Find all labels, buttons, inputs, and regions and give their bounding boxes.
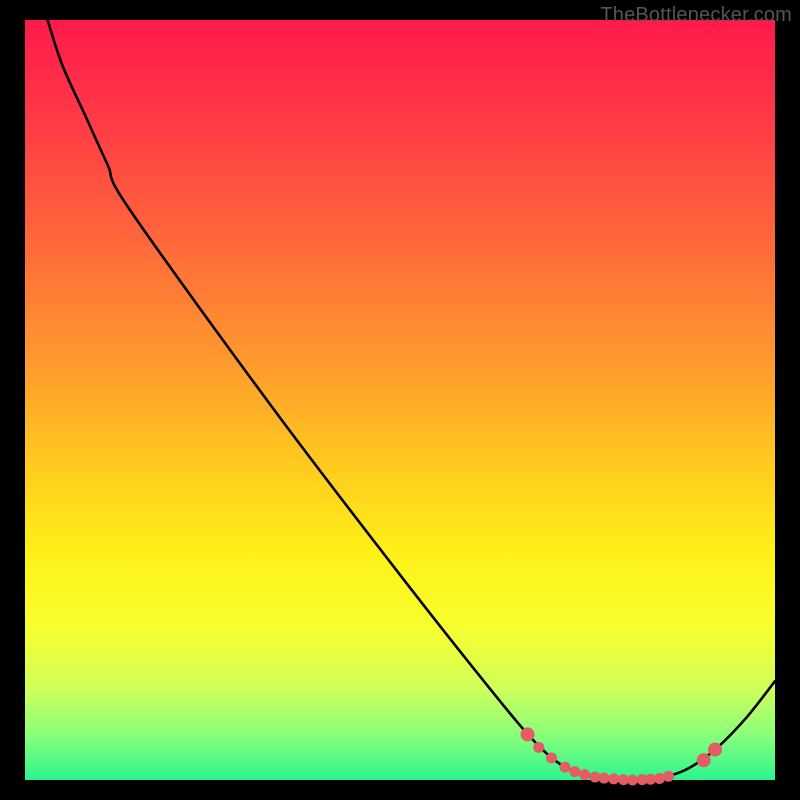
- marker-point: [534, 742, 544, 752]
- marker-point: [547, 753, 557, 763]
- marker-point: [697, 754, 710, 767]
- marker-point: [709, 743, 722, 756]
- watermark-text: TheBottlenecker.com: [600, 4, 792, 27]
- marker-point: [570, 767, 580, 777]
- marker-point: [628, 775, 638, 785]
- marker-point: [655, 773, 665, 783]
- gradient-background: [25, 20, 775, 780]
- chart-svg: [0, 0, 800, 800]
- marker-point: [664, 771, 674, 781]
- marker-point: [599, 773, 609, 783]
- marker-point: [560, 762, 570, 772]
- marker-point: [580, 770, 590, 780]
- marker-point: [609, 774, 619, 784]
- chart-root: TheBottlenecker.com: [0, 0, 800, 800]
- marker-point: [646, 774, 656, 784]
- marker-point: [619, 775, 629, 785]
- marker-point: [590, 772, 600, 782]
- marker-point: [521, 728, 534, 741]
